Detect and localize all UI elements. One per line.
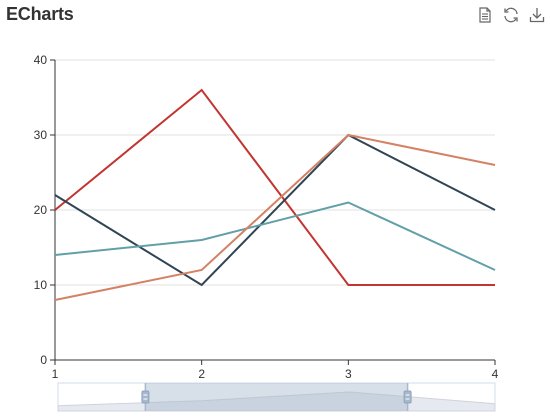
series-lines <box>54 88 496 301</box>
refresh-icon[interactable] <box>502 6 520 24</box>
zoom-data-shadow <box>57 391 496 412</box>
chart-title: ECharts <box>6 4 74 24</box>
zoom-handle-end[interactable] <box>403 390 412 404</box>
series-line-4 <box>54 133 496 301</box>
y-tick-label: 40 <box>34 53 48 67</box>
data-view-icon[interactable] <box>476 6 494 24</box>
y-tick-label: 30 <box>34 128 48 142</box>
y-tick-label: 0 <box>40 353 47 367</box>
grid-lines <box>55 59 495 286</box>
zoom-selected-range <box>145 383 408 411</box>
y-tick-label: 10 <box>34 278 48 292</box>
y-tick-label: 20 <box>34 203 48 217</box>
toolbox <box>476 6 546 24</box>
zoom-handle-start[interactable] <box>141 390 150 404</box>
download-icon[interactable] <box>528 6 546 24</box>
series-line-3 <box>54 201 496 271</box>
x-tick-label: 4 <box>492 367 499 381</box>
x-tick-label: 1 <box>52 367 59 381</box>
x-tick-label: 3 <box>345 367 352 381</box>
axes: 0 10 20 30 40 1 2 3 4 <box>34 53 499 381</box>
x-tick-label: 2 <box>198 367 205 381</box>
series-line-2 <box>54 133 496 287</box>
series-line-1 <box>54 88 495 286</box>
data-zoom-slider[interactable] <box>57 382 496 412</box>
